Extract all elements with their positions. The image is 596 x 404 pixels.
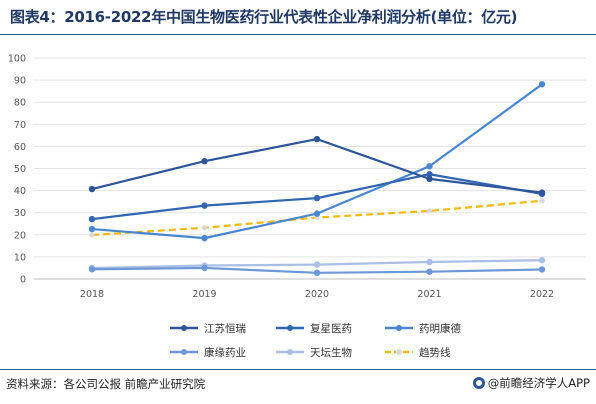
legend-item: 复星医药 bbox=[276, 322, 352, 335]
legend-label: 药明康德 bbox=[419, 322, 461, 335]
data-point bbox=[426, 268, 433, 275]
data-point bbox=[313, 269, 321, 277]
legend-label: 江苏恒瑞 bbox=[204, 322, 246, 335]
data-point bbox=[201, 234, 208, 242]
data-point bbox=[539, 198, 545, 204]
y-tick-label: 10 bbox=[14, 252, 26, 263]
brand-credit: @前瞻经济学人APP bbox=[472, 375, 590, 391]
series-5 bbox=[89, 198, 545, 238]
legend-item: 康缘药业 bbox=[170, 346, 246, 359]
data-point bbox=[426, 175, 433, 183]
data-point bbox=[88, 185, 96, 193]
legend-swatch-marker bbox=[181, 325, 187, 331]
y-tick-label: 20 bbox=[14, 230, 26, 241]
y-tick-label: 0 bbox=[20, 275, 26, 286]
data-point bbox=[538, 81, 546, 88]
data-point bbox=[201, 202, 208, 209]
legend-swatch-marker bbox=[181, 349, 187, 355]
legend-item: 趋势线 bbox=[385, 346, 451, 359]
data-point bbox=[313, 261, 321, 268]
grid-layer bbox=[34, 57, 586, 280]
title-divider bbox=[0, 34, 596, 35]
series-3 bbox=[88, 264, 546, 277]
y-tick-label: 60 bbox=[14, 142, 26, 153]
footer-divider bbox=[0, 369, 596, 370]
x-tick-label: 2018 bbox=[80, 289, 104, 300]
y-axis: 0 10 20 30 40 50 60 70 80 90 100 bbox=[8, 54, 26, 286]
y-tick-label: 80 bbox=[14, 98, 26, 109]
data-point bbox=[538, 266, 546, 273]
y-tick-label: 30 bbox=[14, 208, 26, 219]
chart-title: 图表4：2016-2022年中国生物医药行业代表性企业净利润分析(单位：亿元) bbox=[10, 8, 518, 26]
brand-logo-icon bbox=[472, 377, 485, 389]
x-axis: 2018 2019 2020 2021 2022 bbox=[80, 289, 554, 300]
x-tick-label: 2020 bbox=[305, 289, 329, 300]
data-point bbox=[313, 194, 321, 202]
legend-label: 趋势线 bbox=[419, 346, 451, 359]
series-0 bbox=[88, 135, 546, 196]
data-point bbox=[313, 135, 321, 143]
data-point bbox=[201, 225, 208, 231]
legend-label: 天坛生物 bbox=[310, 346, 352, 359]
data-point bbox=[426, 171, 433, 178]
data-point bbox=[88, 225, 96, 233]
legend-swatch-marker bbox=[287, 349, 293, 355]
series-2 bbox=[88, 81, 546, 242]
data-point bbox=[201, 264, 208, 272]
data-point bbox=[201, 158, 208, 165]
data-point bbox=[538, 257, 546, 264]
legend-swatch-marker bbox=[396, 325, 402, 331]
data-point bbox=[88, 215, 96, 223]
y-tick-label: 50 bbox=[14, 164, 26, 175]
data-point bbox=[538, 189, 546, 196]
brand-text: @前瞻经济学人APP bbox=[487, 376, 590, 390]
legend-label: 康缘药业 bbox=[204, 346, 246, 359]
data-point bbox=[88, 266, 96, 273]
legend-item: 天坛生物 bbox=[276, 346, 352, 359]
data-point bbox=[426, 208, 433, 214]
data-point bbox=[89, 232, 95, 238]
x-tick-label: 2022 bbox=[530, 289, 554, 300]
legend-label: 复星医药 bbox=[310, 322, 352, 335]
series-line bbox=[91, 138, 543, 194]
legend-item: 江苏恒瑞 bbox=[170, 322, 246, 335]
y-tick-label: 40 bbox=[14, 186, 26, 197]
y-tick-label: 100 bbox=[8, 54, 26, 65]
legend-item: 药明康德 bbox=[385, 322, 461, 335]
data-point bbox=[426, 258, 433, 266]
source-note: 资料来源：各公司公报 前瞻产业研究院 bbox=[6, 377, 206, 391]
data-point bbox=[426, 163, 433, 170]
y-tick-label: 70 bbox=[14, 120, 26, 131]
data-point bbox=[313, 210, 321, 217]
y-tick-label: 90 bbox=[14, 76, 26, 87]
legend-swatch-marker bbox=[287, 325, 293, 331]
series-layer bbox=[88, 81, 546, 277]
x-tick-label: 2021 bbox=[417, 289, 441, 300]
x-tick-label: 2019 bbox=[192, 289, 216, 300]
legend-swatch-marker bbox=[396, 349, 402, 355]
